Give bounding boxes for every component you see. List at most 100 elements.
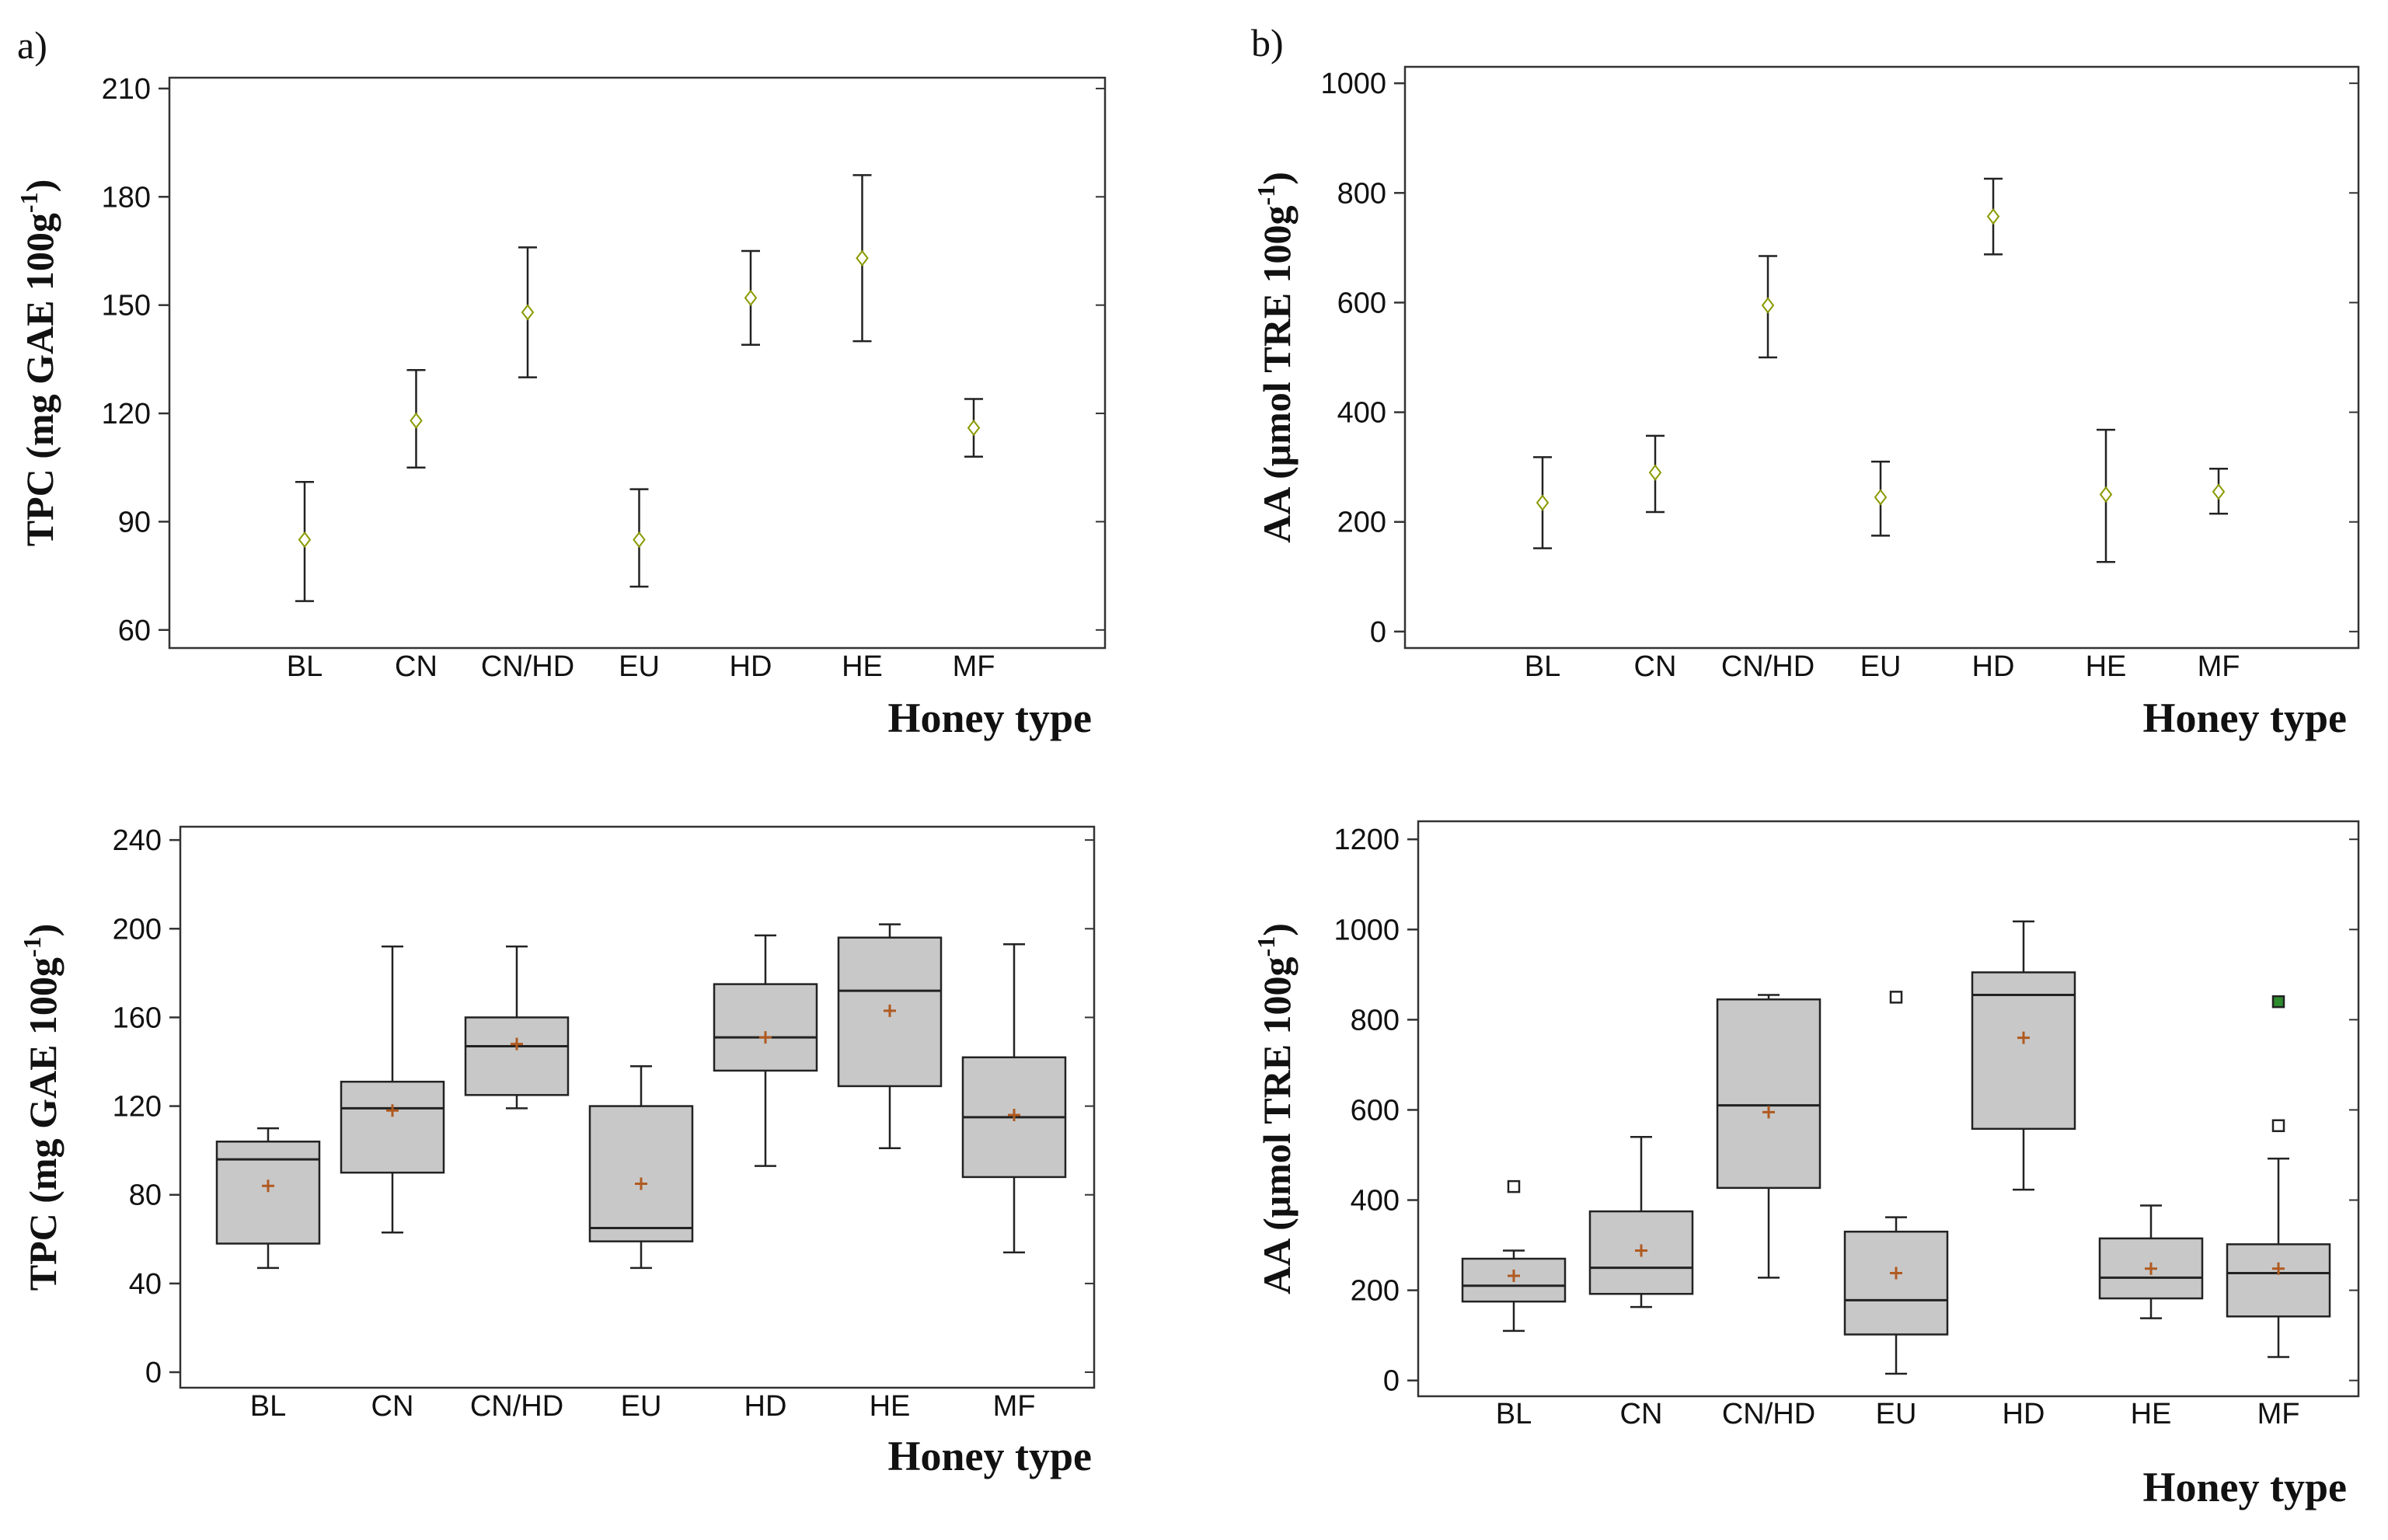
chart-bl: 0 40 80 120 160 200 240 BL CN CN/HD EU HD HE MF Honey … — [18, 824, 1096, 1479]
x-tick-label: CN — [1634, 650, 1677, 683]
mean-marker — [635, 1177, 647, 1190]
interval-CN/HD — [1759, 255, 1777, 359]
outlier-point — [1889, 991, 1903, 1004]
x-tick-label: CN/HD — [470, 1390, 563, 1423]
box-EU — [588, 1064, 694, 1270]
mean-marker — [2099, 486, 2113, 503]
box-HD — [713, 934, 818, 1167]
y-tick-label: 0 — [145, 1357, 162, 1389]
mean-marker — [884, 1004, 896, 1017]
interval-EU — [1871, 460, 1890, 537]
y-axis-label: AA (μmol TRE 100g-1) — [1252, 172, 1299, 543]
box-iqr — [1843, 1230, 1949, 1336]
box-HD — [1971, 920, 2076, 1191]
box-CN — [1588, 1136, 1694, 1308]
interval-HD — [741, 249, 760, 347]
x-tick-label: BL — [1525, 650, 1560, 683]
mean-marker — [1008, 1108, 1020, 1121]
interval-BL — [295, 481, 314, 602]
mean-marker — [521, 304, 535, 321]
mean-marker — [2145, 1262, 2157, 1275]
x-tick-label: HE — [2086, 650, 2127, 683]
y-axis-label-main: TPC (mg GAE 100g — [21, 957, 64, 1291]
box-iqr — [215, 1140, 321, 1245]
x-axis-label: Honey type — [888, 1433, 1093, 1479]
box-CN — [340, 945, 445, 1234]
interval-MF — [2209, 467, 2228, 515]
y-axis-label-end: ) — [1255, 923, 1299, 936]
x-tick-label: CN/HD — [481, 650, 574, 683]
mean-marker — [1508, 1270, 1520, 1283]
y-tick-label: 80 — [129, 1179, 162, 1212]
mean-marker — [1986, 208, 2000, 225]
y-tick-label: 150 — [102, 290, 151, 322]
plot-frame — [179, 825, 1096, 1389]
x-tick-label: BL — [1496, 1398, 1532, 1430]
x-tick-label: HD — [2003, 1398, 2045, 1430]
chart-br: 0 200 400 600 800 1000 1200 BL CN CN/HD EU HD HE MF Ho… — [1252, 820, 2360, 1510]
y-axis-label-end: ) — [1255, 172, 1299, 185]
mean-marker — [1762, 1106, 1775, 1119]
mean-marker — [1635, 1244, 1647, 1257]
plot-frame — [168, 76, 1107, 650]
y-tick-label: 0 — [1383, 1365, 1400, 1398]
interval-CN/HD — [518, 246, 537, 378]
y-axis-label-sup: -1 — [1252, 185, 1280, 206]
x-tick-label: HD — [744, 1390, 787, 1423]
chart-tl: 60 90 120 150 180 210 BL CN CN/HD EU HD HE MF Honey t… — [15, 73, 1107, 741]
y-axis-label-sup: -1 — [1252, 936, 1280, 957]
box-CN/HD — [1716, 994, 1822, 1279]
outlier-point — [1507, 1179, 1521, 1193]
y-axis-label-main: TPC (mg GAE 100g — [18, 213, 61, 546]
plot-frame — [1417, 820, 2360, 1398]
box-HE — [2098, 1204, 2204, 1319]
y-tick-label: 600 — [1351, 1094, 1400, 1127]
x-tick-label: CN — [395, 650, 438, 683]
y-tick-label: 210 — [102, 73, 151, 106]
y-tick-label: 200 — [1337, 507, 1386, 539]
x-tick-label: MF — [2257, 1398, 2300, 1430]
interval-BL — [1533, 456, 1552, 549]
mean-marker — [262, 1179, 274, 1193]
x-tick-label: EU — [1860, 650, 1902, 683]
mean-marker — [759, 1031, 772, 1044]
y-axis-label-main: AA (μmol TRE 100g — [1255, 205, 1299, 542]
outlier-point — [2271, 995, 2285, 1009]
panel-label-b: b) — [1251, 21, 1284, 64]
y-tick-label: 1200 — [1333, 824, 1400, 856]
y-tick-label: 600 — [1337, 287, 1386, 319]
y-tick-label: 1000 — [1320, 68, 1386, 100]
mean-marker — [2272, 1262, 2285, 1275]
y-axis-label-end: ) — [18, 179, 61, 193]
y-axis-label: AA (μmol TRE 100g-1) — [1252, 923, 1299, 1294]
y-axis-label-main: AA (μmol TRE 100g — [1255, 956, 1299, 1294]
mean-marker — [1890, 1266, 1902, 1280]
x-tick-label: HE — [842, 650, 883, 683]
y-tick-label: 120 — [102, 398, 151, 430]
x-axis-label: Honey type — [2143, 1464, 2348, 1510]
mean-marker — [2212, 483, 2226, 500]
y-tick-label: 120 — [113, 1091, 162, 1124]
mean-marker — [410, 412, 423, 429]
x-tick-label: MF — [993, 1390, 1036, 1423]
y-axis-label-end: ) — [21, 924, 64, 937]
x-tick-label: CN — [1620, 1398, 1663, 1430]
box-iqr — [340, 1080, 445, 1174]
interval-EU — [629, 488, 649, 588]
mean-marker — [386, 1104, 399, 1117]
x-tick-label: HE — [870, 1390, 911, 1423]
x-axis-label: Honey type — [888, 695, 1093, 741]
mean-marker — [2017, 1031, 2030, 1044]
y-tick-label: 800 — [1351, 1004, 1400, 1037]
x-tick-label: EU — [619, 650, 660, 683]
x-tick-label: CN/HD — [1722, 1398, 1815, 1430]
box-HE — [837, 923, 943, 1150]
y-tick-label: 160 — [113, 1002, 162, 1034]
mean-marker — [298, 531, 312, 549]
x-tick-label: CN/HD — [1721, 650, 1815, 683]
interval-CN — [1646, 434, 1665, 514]
chart-tr: 0 200 400 600 800 1000 BL CN CN/HD EU HD HE MF Honey … — [1252, 65, 2360, 741]
y-tick-label: 200 — [1351, 1275, 1400, 1308]
y-tick-label: 60 — [118, 615, 151, 647]
